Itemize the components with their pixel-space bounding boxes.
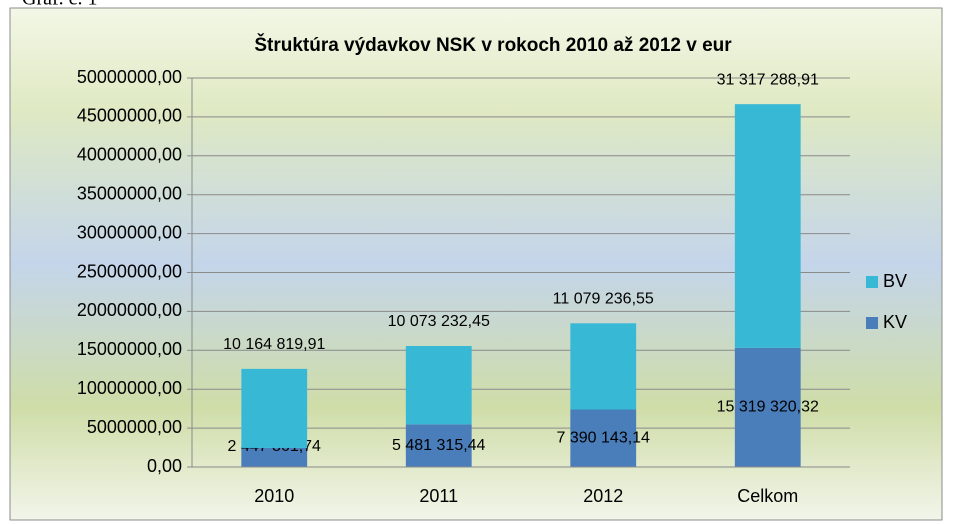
bar-segment [405, 345, 472, 425]
y-tick-label: 50000000,00 [77, 67, 182, 87]
chart-title: Štruktúra výdavkov NSK v rokoch 2010 až … [254, 34, 732, 56]
legend-label: BV [883, 271, 907, 291]
data-label: 11 079 236,55 [553, 291, 654, 308]
data-label: 15 319 320,32 [717, 399, 819, 416]
data-label: 31 317 288,91 [717, 71, 819, 88]
data-label: 10 073 232,45 [388, 313, 490, 330]
y-tick-label: 30000000,00 [77, 222, 182, 242]
y-tick-label: 10000000,00 [77, 378, 182, 398]
y-tick-label: 45000000,00 [77, 106, 182, 126]
data-label: 10 164 819,91 [223, 336, 325, 353]
bar-segment [405, 424, 472, 467]
y-tick-label: 15000000,00 [77, 339, 182, 359]
y-tick-label: 5000000,00 [87, 417, 182, 437]
y-tick-label: 20000000,00 [77, 300, 182, 320]
caption: Graf. č. 1 [22, 0, 98, 10]
x-tick-label: Celkom [737, 486, 798, 506]
data-label: 7 390 143,14 [557, 429, 651, 446]
x-tick-label: 2010 [254, 486, 294, 506]
bar-segment [570, 409, 637, 467]
bar-segment [734, 347, 801, 467]
x-tick-label: 2012 [583, 486, 623, 506]
bar-segment [241, 447, 308, 467]
bar-segment [241, 368, 308, 448]
data-label: 5 481 315,44 [392, 437, 486, 454]
bar-segment [734, 104, 801, 348]
y-tick-label: 40000000,00 [77, 145, 182, 165]
bar-segment [570, 323, 637, 410]
legend-swatch [866, 276, 878, 288]
legend-swatch [866, 317, 878, 329]
legend-label: KV [883, 312, 907, 332]
y-tick-label: 35000000,00 [77, 183, 182, 203]
x-tick-label: 2011 [419, 486, 458, 506]
y-tick-label: 25000000,00 [77, 261, 182, 281]
y-tick-label: 0,00 [147, 456, 182, 476]
